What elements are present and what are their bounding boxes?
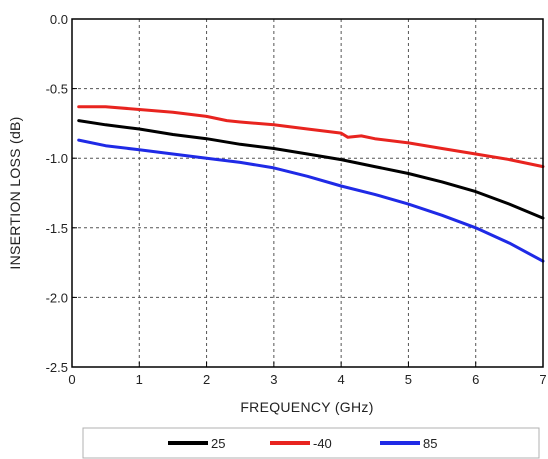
x-tick-label: 5 [405, 372, 412, 387]
y-tick-label: -2.0 [46, 290, 68, 305]
x-tick-label: 6 [472, 372, 479, 387]
tick-labels: 0 1 2 3 4 5 6 7 0.0 -0.5 -1.0 -1.5 -2.0 -2.5 [46, 12, 547, 387]
plot-frame [71, 18, 544, 368]
legend-label-85: 85 [423, 436, 437, 451]
legend-box [82, 427, 540, 459]
series-lines [77, 105, 545, 263]
series-line-25 [77, 119, 545, 220]
y-tick-label: -2.5 [46, 360, 68, 375]
y-tick-label: 0.0 [50, 12, 68, 27]
y-tick-label: -1.0 [46, 151, 68, 166]
x-tick-label: 0 [68, 372, 75, 387]
plot-area [72, 19, 543, 367]
x-tick-label: 3 [270, 372, 277, 387]
x-tick-label: 1 [136, 372, 143, 387]
grid [71, 18, 544, 368]
series-line-85 [77, 138, 545, 263]
series-line--40 [77, 105, 545, 169]
x-tick-label: 4 [338, 372, 345, 387]
y-tick-label: -1.5 [46, 221, 68, 236]
x-tick-label: 2 [203, 372, 210, 387]
x-axis-title: FREQUENCY (GHz) [240, 399, 373, 415]
legend-label--40: -40 [313, 436, 332, 451]
legend: 25 -40 85 [82, 427, 540, 459]
legend-items: 25 -40 85 [168, 436, 437, 451]
x-tick-label: 7 [539, 372, 546, 387]
y-axis-title: INSERTION LOSS (dB) [7, 116, 23, 269]
y-tick-label: -0.5 [46, 82, 68, 97]
legend-label-25: 25 [211, 436, 225, 451]
